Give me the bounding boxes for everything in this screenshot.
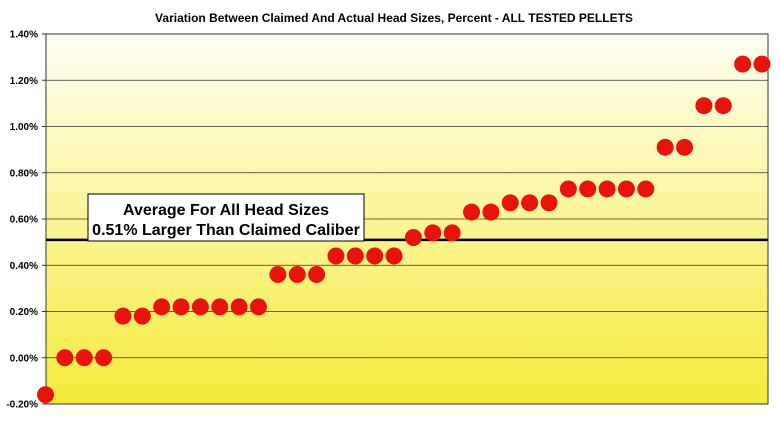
data-point	[753, 55, 771, 73]
data-point	[598, 180, 616, 198]
data-point	[385, 247, 403, 265]
y-tick-label: 0.80%	[10, 168, 38, 179]
data-point	[443, 224, 461, 242]
data-point	[172, 298, 190, 316]
data-points	[37, 55, 771, 404]
y-tick-label: 0.20%	[10, 307, 38, 318]
data-point	[656, 138, 674, 156]
data-point	[540, 194, 558, 212]
data-point	[95, 349, 113, 367]
data-point	[133, 307, 151, 325]
y-axis-ticks: -0.20% 0.00% 0.20% 0.40% 0.60% 0.80% 1.00% 1.20…	[6, 30, 46, 411]
data-point	[617, 180, 635, 198]
data-point	[288, 266, 306, 283]
data-point	[579, 180, 597, 198]
data-point	[114, 307, 132, 325]
y-tick-label: 0.00%	[10, 353, 38, 364]
data-point	[463, 203, 481, 221]
annotation-line-1: Average For All Head Sizes	[123, 202, 329, 219]
data-point	[482, 203, 500, 221]
data-point	[211, 298, 229, 316]
data-point	[153, 298, 171, 316]
annotation-line-2: 0.51% Larger Than Claimed Caliber	[92, 222, 360, 239]
data-point	[559, 180, 577, 198]
y-tick-label: 0.60%	[10, 215, 38, 226]
data-point	[56, 349, 74, 367]
data-point	[346, 247, 364, 265]
data-point	[269, 266, 287, 283]
data-point	[250, 298, 268, 316]
data-point	[521, 194, 539, 212]
y-tick-label: -0.20%	[6, 400, 38, 411]
data-point	[714, 97, 732, 115]
data-point	[501, 194, 519, 212]
data-point	[404, 229, 422, 246]
data-point	[327, 247, 345, 265]
data-point	[734, 55, 752, 73]
y-tick-label: 0.40%	[10, 261, 38, 272]
data-point	[637, 180, 655, 198]
data-point	[424, 224, 442, 242]
y-tick-label: 1.00%	[10, 122, 38, 133]
y-tick-label: 1.40%	[10, 30, 38, 41]
data-point	[366, 247, 384, 265]
average-annotation: Average For All Head Sizes 0.51% Larger …	[87, 193, 365, 242]
data-point	[695, 97, 713, 115]
y-tick-label: 1.20%	[10, 76, 38, 87]
data-point	[37, 386, 54, 404]
chart-title: Variation Between Claimed And Actual Hea…	[155, 11, 633, 25]
data-point	[308, 266, 326, 283]
data-point	[230, 298, 248, 316]
data-point	[75, 349, 93, 367]
data-point	[676, 138, 694, 156]
data-point	[191, 298, 209, 316]
